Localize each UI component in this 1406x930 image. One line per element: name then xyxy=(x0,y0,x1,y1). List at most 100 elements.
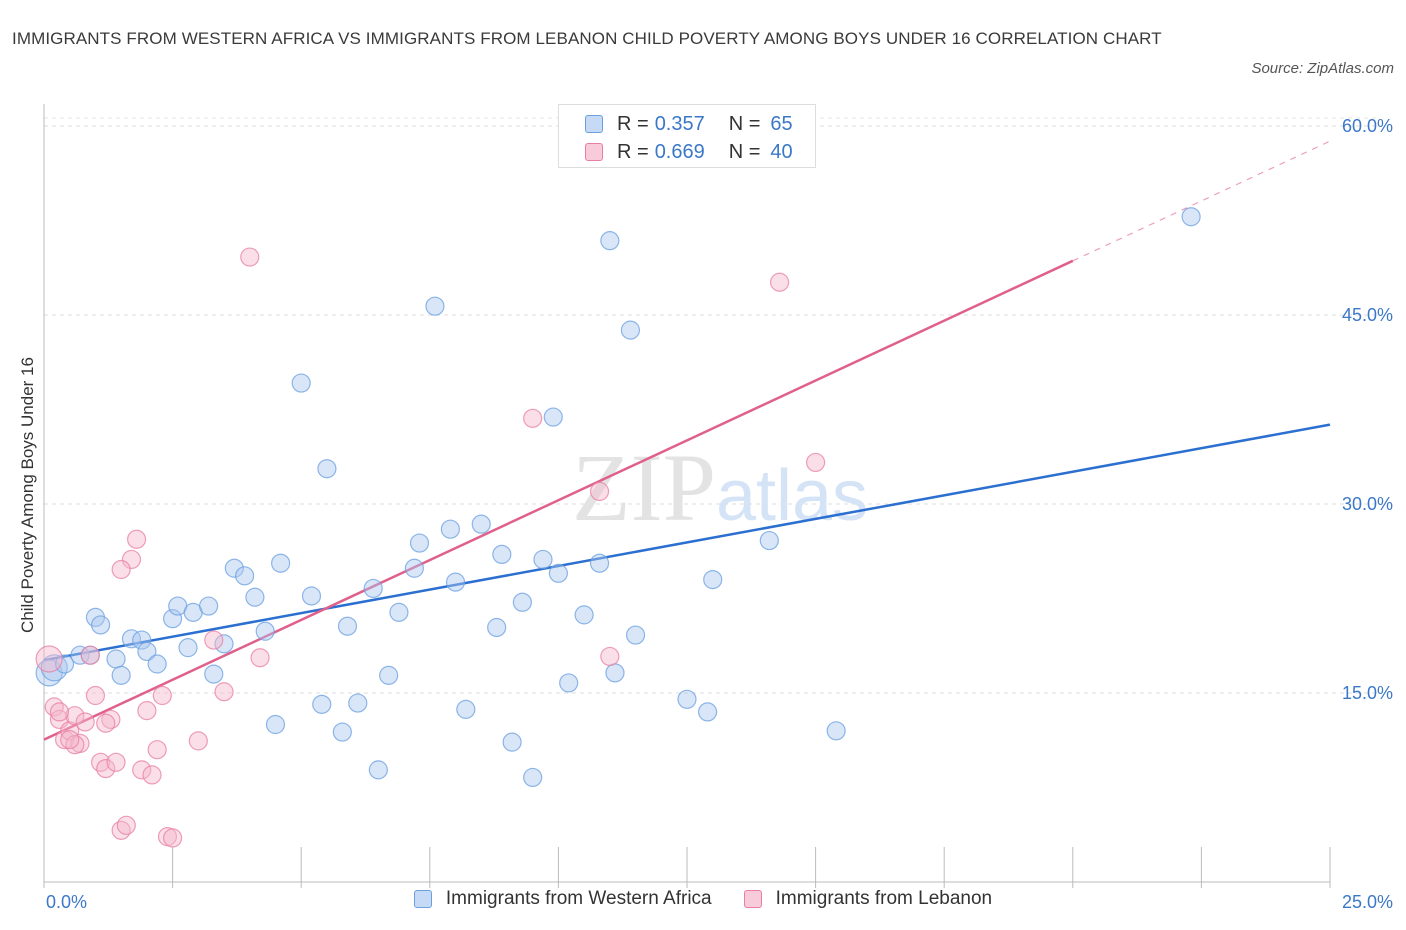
point-lebanon xyxy=(152,685,172,706)
x-tick-label-max: 25.0% xyxy=(1342,892,1393,912)
point-western-africa xyxy=(271,553,291,573)
legend-r-label: R = xyxy=(617,112,649,135)
point-western-africa xyxy=(523,767,543,788)
point-western-africa xyxy=(137,641,157,662)
point-western-africa xyxy=(348,693,368,713)
point-western-africa xyxy=(502,732,522,752)
point-western-africa xyxy=(600,231,620,251)
trend-line-lebanon xyxy=(43,259,1074,741)
point-western-africa xyxy=(589,553,610,573)
y-tick-label: 60.0% xyxy=(1342,116,1393,136)
point-western-africa xyxy=(440,519,460,539)
legend-item-lebanon: Immigrants from Lebanon xyxy=(743,888,993,910)
legend-swatch-western-africa xyxy=(585,115,603,133)
series-label-lebanon: Immigrants from Lebanon xyxy=(775,888,993,909)
point-lebanon xyxy=(142,765,162,785)
grid-lines xyxy=(44,117,1380,694)
point-western-africa xyxy=(368,760,388,780)
point-lebanon xyxy=(204,630,224,650)
point-western-africa xyxy=(317,459,337,479)
y-tick-label: 30.0% xyxy=(1342,494,1393,514)
point-western-africa xyxy=(337,616,358,636)
point-lebanon xyxy=(600,646,620,667)
point-lebanon xyxy=(589,481,610,501)
legend-n-value: 40 xyxy=(770,140,793,163)
point-lebanon xyxy=(214,682,234,702)
point-lebanon xyxy=(60,730,80,750)
point-lebanon xyxy=(65,706,85,726)
point-lebanon xyxy=(769,272,790,292)
watermark: ZIPatlas xyxy=(572,434,868,541)
point-western-africa xyxy=(90,615,111,635)
point-western-africa xyxy=(456,699,476,719)
point-western-africa xyxy=(445,572,466,592)
point-western-africa xyxy=(677,689,697,709)
point-western-africa xyxy=(291,373,311,393)
legend-r-value: 0.357 xyxy=(654,112,705,135)
point-western-africa xyxy=(471,514,491,534)
point-western-africa xyxy=(620,320,641,340)
point-lebanon xyxy=(163,828,183,848)
point-western-africa xyxy=(40,654,68,682)
legend-n-label: N = xyxy=(728,112,761,135)
legend-n-value: 65 xyxy=(770,112,793,135)
point-lebanon xyxy=(54,730,75,750)
point-lebanon xyxy=(116,815,136,835)
point-western-africa xyxy=(425,296,445,316)
point-western-africa xyxy=(332,722,352,742)
point-lebanon xyxy=(106,752,126,772)
point-western-africa xyxy=(703,569,723,590)
legend-row-western-africa: R = 0.357 N = 65 xyxy=(585,111,793,137)
point-western-africa xyxy=(487,617,507,638)
point-lebanon xyxy=(96,713,116,733)
point-western-africa xyxy=(245,587,265,607)
point-western-africa xyxy=(70,645,90,665)
point-western-africa xyxy=(533,549,553,570)
point-lebanon xyxy=(132,760,152,780)
point-western-africa xyxy=(255,621,275,641)
point-lebanon xyxy=(96,758,116,779)
legend-item-western-africa: Immigrants from Western Africa xyxy=(413,888,712,910)
y-tick-label: 15.0% xyxy=(1342,683,1393,703)
trend-line-lebanon-extension xyxy=(1072,140,1331,262)
point-western-africa xyxy=(214,634,234,654)
point-lebanon xyxy=(805,452,826,473)
point-western-africa xyxy=(574,605,594,625)
point-western-africa xyxy=(625,625,646,645)
point-lebanon xyxy=(90,752,111,772)
point-lebanon xyxy=(101,709,121,730)
point-lebanon xyxy=(188,731,208,751)
trend-lines xyxy=(43,140,1331,741)
legend-row-lebanon: R = 0.669 N = 40 xyxy=(585,139,793,165)
chart-source: Source: ZipAtlas.com xyxy=(1251,60,1394,77)
point-western-africa xyxy=(301,586,322,606)
point-western-africa xyxy=(559,673,579,693)
point-western-africa xyxy=(235,566,255,586)
legend-r-label: R = xyxy=(617,140,649,163)
point-western-africa xyxy=(404,558,424,578)
point-lebanon xyxy=(240,247,260,267)
point-western-africa xyxy=(363,578,383,599)
point-western-africa xyxy=(224,558,244,578)
tick-labels: 15.0% 30.0% 45.0% 60.0% 0.0% 25.0% xyxy=(46,116,1393,912)
point-lebanon xyxy=(147,740,167,760)
series-swatch-lebanon xyxy=(743,890,762,908)
point-lebanon xyxy=(85,685,106,706)
point-western-africa xyxy=(548,563,569,583)
point-western-africa xyxy=(204,664,224,684)
point-lebanon xyxy=(80,645,100,665)
point-western-africa xyxy=(147,654,167,674)
point-western-africa xyxy=(1181,207,1201,227)
point-western-africa xyxy=(379,665,399,685)
x-tick-label-min: 0.0% xyxy=(46,892,87,912)
point-lebanon xyxy=(523,408,543,428)
point-western-africa xyxy=(826,721,846,741)
point-western-africa xyxy=(492,544,512,565)
series-label-western-africa: Immigrants from Western Africa xyxy=(445,888,712,909)
point-western-africa xyxy=(543,407,563,427)
axes xyxy=(43,104,1331,888)
point-western-africa xyxy=(697,702,718,722)
point-western-africa xyxy=(389,602,409,622)
point-western-africa xyxy=(199,596,219,616)
point-western-africa xyxy=(132,630,152,650)
